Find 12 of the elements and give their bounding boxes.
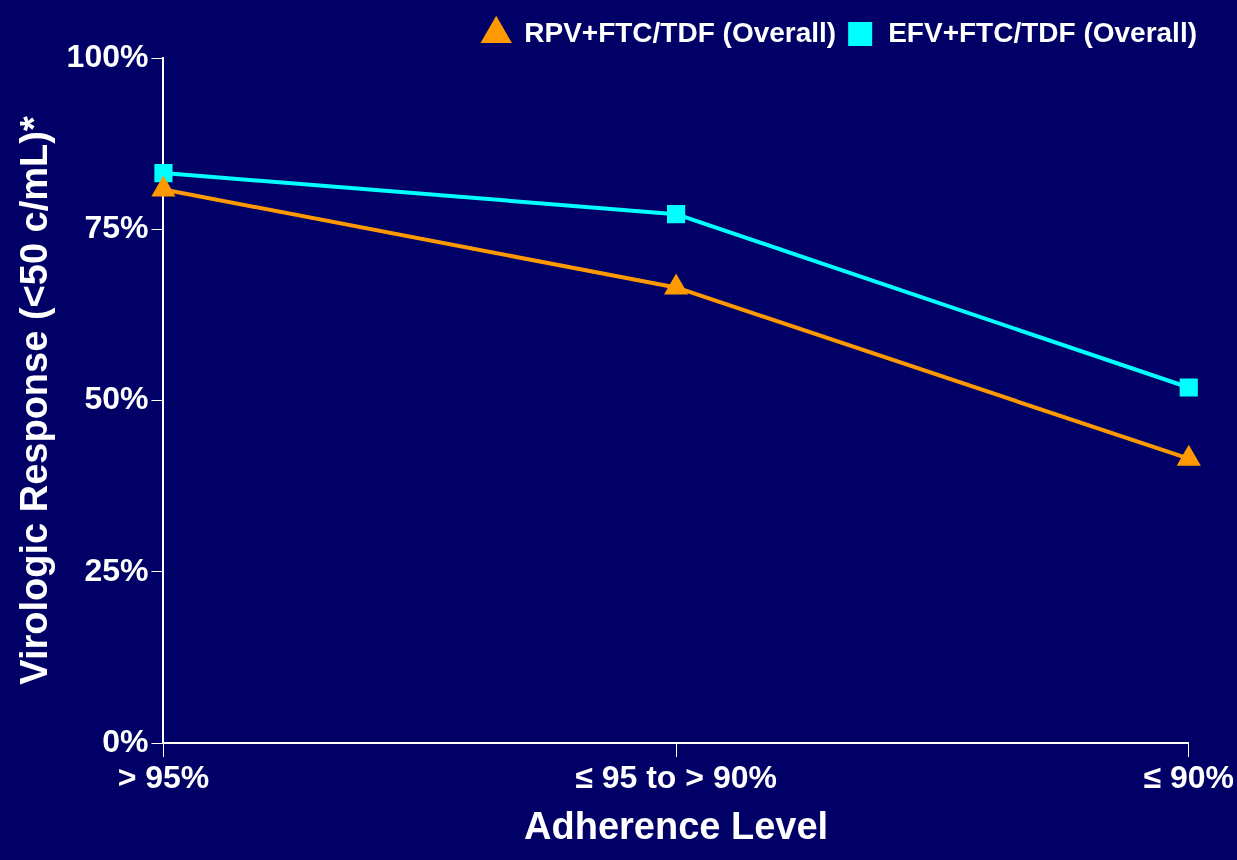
legend-label: EFV+FTC/TDF (Overall) (888, 16, 1198, 48)
x-tick-label: ≤ 95 to > 90% (575, 759, 777, 796)
x-tick-label: ≤ 90% (1143, 759, 1234, 796)
legend-label: RPV+FTC/TDF (Overall) (524, 16, 837, 48)
x-tick-label: > 95% (117, 759, 210, 796)
y-tick-label: 50% (84, 380, 149, 417)
y-tick-label: 100% (66, 37, 149, 74)
y-tick-label: 25% (84, 551, 149, 588)
y-axis-title: Virologic Response (<50 c/mL)* (13, 116, 56, 685)
y-tick-label: 0% (102, 722, 149, 759)
y-tick-label: 75% (84, 209, 149, 246)
x-axis-title: Adherence Level (524, 804, 829, 847)
